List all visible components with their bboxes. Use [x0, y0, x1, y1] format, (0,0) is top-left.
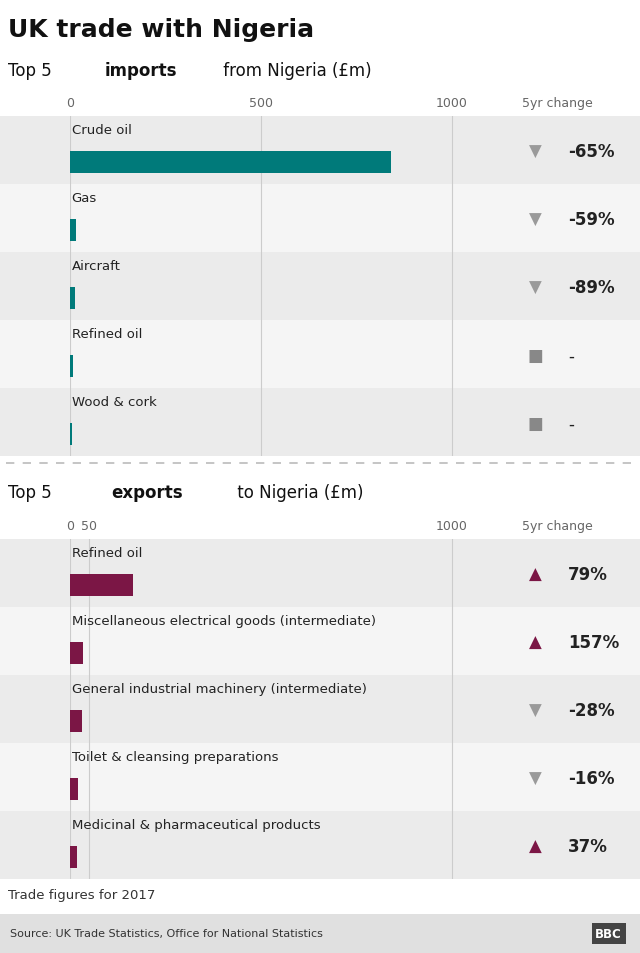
Text: -59%: -59%	[568, 212, 614, 229]
Text: 157%: 157%	[568, 634, 620, 652]
Text: Refined oil: Refined oil	[72, 328, 142, 341]
Text: Trade figures for 2017: Trade figures for 2017	[8, 888, 156, 902]
Text: Gas: Gas	[72, 193, 97, 205]
Bar	[70, 424, 72, 446]
Text: ▼: ▼	[529, 143, 541, 161]
Text: Miscellaneous electrical goods (intermediate): Miscellaneous electrical goods (intermed…	[72, 615, 376, 628]
Text: exports: exports	[111, 483, 183, 501]
Text: -16%: -16%	[568, 770, 614, 787]
Bar	[70, 152, 391, 174]
Text: Top 5: Top 5	[8, 483, 57, 501]
Text: 50: 50	[81, 519, 97, 533]
Text: General industrial machinery (intermediate): General industrial machinery (intermedia…	[72, 682, 367, 696]
Text: 1000: 1000	[436, 519, 468, 533]
Text: Medicinal & pharmaceutical products: Medicinal & pharmaceutical products	[72, 819, 320, 832]
Text: ▲: ▲	[529, 566, 541, 584]
Text: Source: UK Trade Statistics, Office for National Statistics: Source: UK Trade Statistics, Office for …	[10, 928, 323, 939]
Text: -65%: -65%	[568, 143, 614, 161]
Text: ▲: ▲	[529, 634, 541, 652]
Text: 37%: 37%	[568, 838, 608, 856]
Text: 1000: 1000	[436, 97, 468, 111]
Text: ▼: ▼	[529, 770, 541, 787]
Text: Crude oil: Crude oil	[72, 124, 131, 137]
Bar	[70, 575, 133, 597]
Text: 0: 0	[66, 97, 74, 111]
Text: imports: imports	[105, 62, 177, 80]
Text: to Nigeria (£m): to Nigeria (£m)	[232, 483, 364, 501]
Text: 5yr change: 5yr change	[522, 97, 593, 111]
Text: ■: ■	[527, 415, 543, 433]
Text: Top 5: Top 5	[8, 62, 57, 80]
Text: ▼: ▼	[529, 701, 541, 720]
Text: ■: ■	[527, 347, 543, 365]
Bar	[70, 356, 73, 377]
Text: Toilet & cleansing preparations: Toilet & cleansing preparations	[72, 751, 278, 763]
Text: ▼: ▼	[529, 279, 541, 297]
Text: -: -	[568, 415, 574, 433]
Bar	[70, 220, 76, 242]
Text: Aircraft: Aircraft	[72, 260, 120, 274]
Text: from Nigeria (£m): from Nigeria (£m)	[218, 62, 371, 80]
Text: -: -	[568, 347, 574, 365]
Text: 0: 0	[66, 519, 74, 533]
Text: 500: 500	[249, 97, 273, 111]
Bar	[70, 642, 83, 664]
Text: -28%: -28%	[568, 701, 614, 720]
Text: BBC: BBC	[595, 927, 622, 940]
Bar	[70, 711, 82, 732]
Bar	[70, 288, 75, 310]
Text: -89%: -89%	[568, 279, 614, 297]
Text: ▲: ▲	[529, 838, 541, 856]
Bar	[70, 846, 77, 868]
Text: UK trade with Nigeria: UK trade with Nigeria	[8, 18, 314, 42]
Text: 79%: 79%	[568, 566, 608, 584]
Text: 5yr change: 5yr change	[522, 519, 593, 533]
Text: Wood & cork: Wood & cork	[72, 396, 156, 409]
Bar	[70, 779, 77, 801]
Text: Refined oil: Refined oil	[72, 547, 142, 559]
Text: ▼: ▼	[529, 212, 541, 229]
